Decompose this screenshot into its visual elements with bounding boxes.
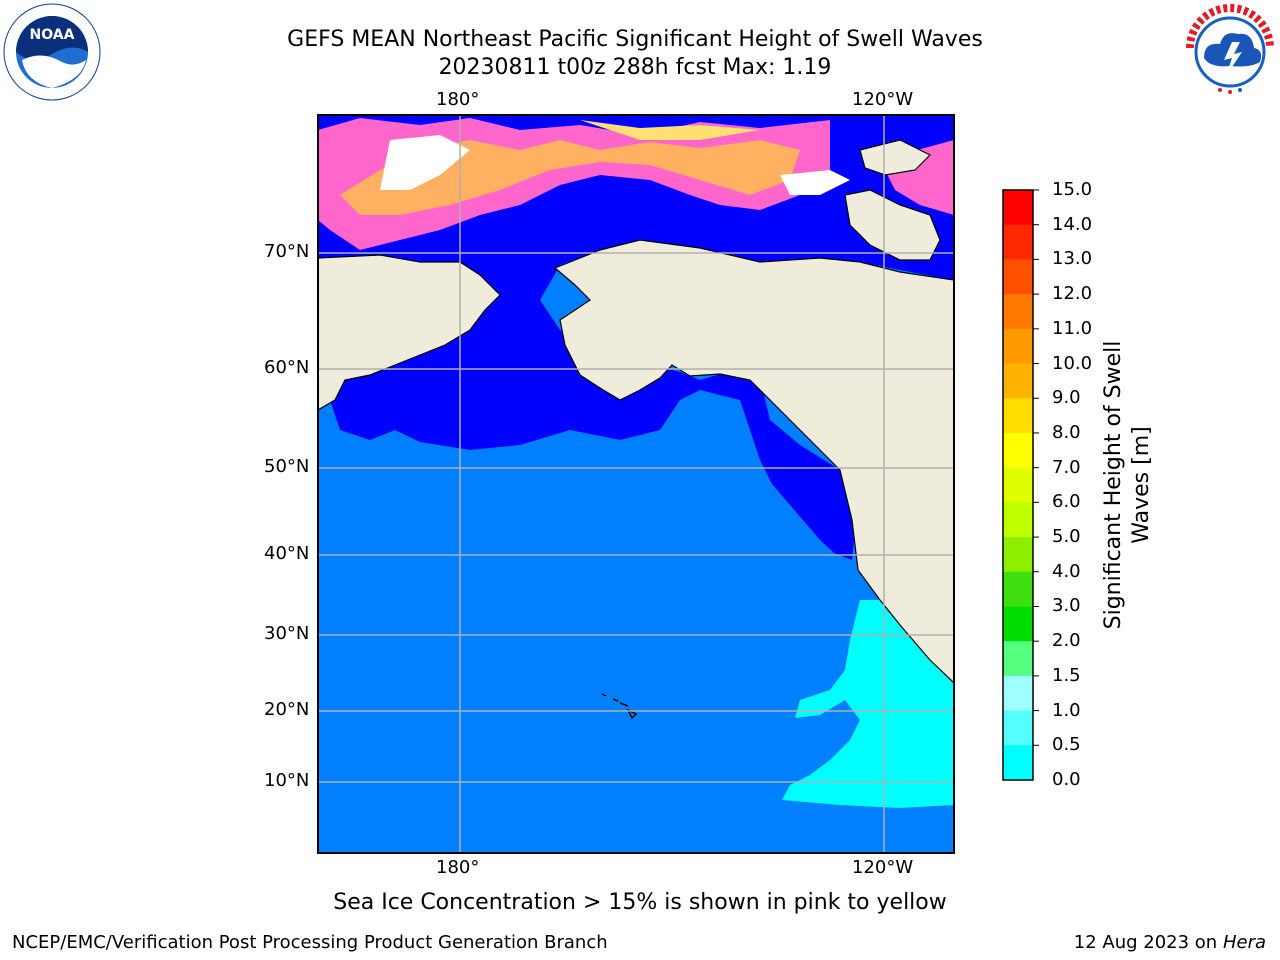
colorbar-segment: [1003, 641, 1033, 677]
lon-label-top-120w: 120°W: [852, 89, 914, 110]
svg-text:NOAA: NOAA: [30, 27, 75, 43]
lat-label-30n: 30°N: [264, 623, 310, 644]
colorbar-segment: [1003, 190, 1033, 226]
colorbar-tick-label: 5.0: [1052, 526, 1081, 548]
colorbar-tick-label: 10.0: [1052, 352, 1093, 374]
colorbar-segment: [1003, 571, 1033, 607]
colorbar-tick-label: 14.0: [1052, 213, 1093, 235]
colorbar-title-line1: Significant Height of Swell: [1101, 340, 1126, 630]
colorbar-segment: [1003, 363, 1033, 399]
colorbar-segment: [1003, 502, 1033, 538]
lon-label-bottom-120w: 120°W: [852, 857, 914, 878]
lat-label-50n: 50°N: [264, 456, 310, 477]
land-asia: [318, 254, 501, 411]
colorbar-tick-label: 1.5: [1052, 664, 1081, 686]
colorbar-segment: [1003, 606, 1033, 642]
graticule: [318, 115, 954, 853]
colorbar-segment: [1003, 398, 1033, 434]
colorbar-tick-label: 3.0: [1052, 595, 1081, 617]
lat-label-10n: 10°N: [264, 770, 310, 791]
colorbar-segment: [1003, 294, 1033, 330]
colorbar-tick-label: 12.0: [1052, 283, 1093, 305]
map-subtitle: 20230811 t00z 288h fcst Max: 1.19: [438, 55, 832, 80]
colorbar-segment: [1003, 537, 1033, 573]
low-swell-area: [318, 115, 954, 560]
lat-label-60n: 60°N: [264, 357, 310, 378]
noaa-logo: NOAA: [3, 3, 101, 101]
colorbar-tick-label: 7.0: [1052, 456, 1081, 478]
colorbar-segment: [1003, 259, 1033, 295]
map-frame: [317, 114, 955, 854]
colorbar-title-line2: Waves [m]: [1129, 426, 1154, 544]
colorbar-tick-label: 15.0: [1052, 179, 1093, 200]
colorbar-segment: [1003, 710, 1033, 746]
colorbar-tick-label: 11.0: [1052, 317, 1093, 339]
colorbar-tick-label: 8.0: [1052, 421, 1081, 443]
lat-label-40n: 40°N: [264, 543, 310, 564]
footer-credit: NCEP/EMC/Verification Post Processing Pr…: [12, 932, 608, 953]
colorbar-segment: [1003, 328, 1033, 365]
hawaii-islands: [601, 693, 638, 720]
colorbar-segment: [1003, 745, 1033, 781]
nws-logo: [1182, 4, 1278, 100]
colorbar-tick-label: 0.0: [1052, 769, 1081, 790]
cyan-swell-area: [782, 600, 954, 808]
lon-label-top-180: 180°: [436, 89, 480, 110]
lat-label-20n: 20°N: [264, 699, 310, 720]
map-title: GEFS MEAN Northeast Pacific Significant …: [287, 27, 983, 52]
colorbar-tick-label: 4.0: [1052, 560, 1081, 582]
colorbar-segment: [1003, 675, 1033, 712]
colorbar: [1003, 189, 1039, 781]
colorbar-tick-label: 2.0: [1052, 630, 1081, 652]
colorbar-tick-label: 9.0: [1052, 387, 1081, 409]
colorbar-segment: [1003, 224, 1033, 260]
colorbar-tick-label: 1.0: [1052, 699, 1081, 721]
colorbar-tick-label: 0.5: [1052, 734, 1081, 756]
sea-ice-note: Sea Ice Concentration > 15% is shown in …: [333, 890, 947, 915]
mid-swell-area: [318, 400, 852, 853]
land-north-america: [553, 239, 954, 684]
lat-label-70n: 70°N: [264, 241, 310, 262]
colorbar-tick-label: 13.0: [1052, 248, 1093, 270]
colorbar-segment: [1003, 467, 1033, 503]
lon-label-bottom-180: 180°: [436, 857, 480, 878]
footer-timestamp: 12 Aug 2023 on Hera: [1073, 932, 1266, 953]
colorbar-tick-label: 6.0: [1052, 491, 1081, 513]
colorbar-segment: [1003, 432, 1033, 469]
